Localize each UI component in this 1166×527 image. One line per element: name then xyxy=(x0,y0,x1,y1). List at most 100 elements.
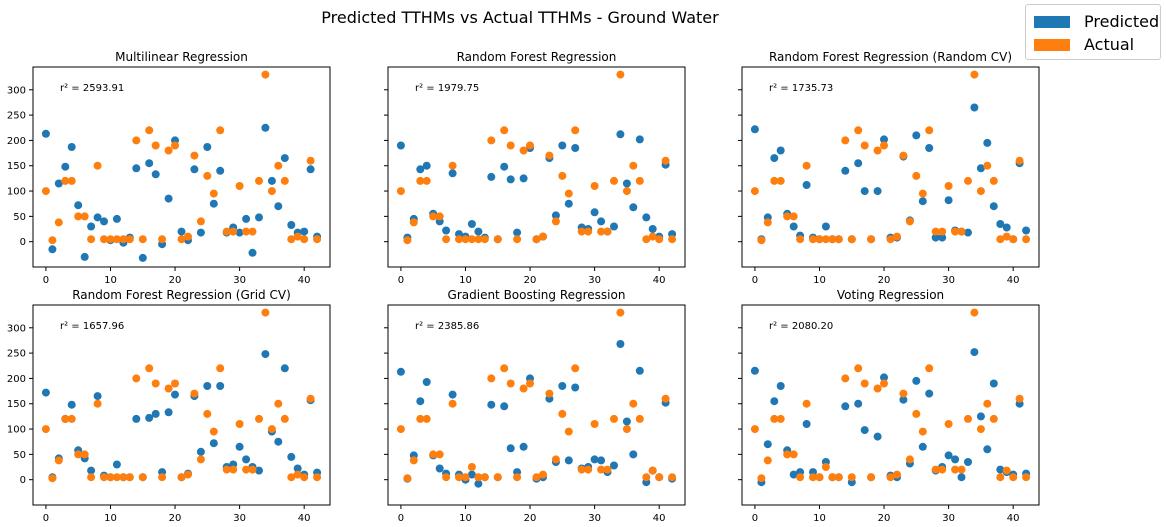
point-predicted xyxy=(622,179,631,188)
point-actual xyxy=(815,473,824,482)
x-tick-label: 30 xyxy=(588,275,601,286)
plot-frame xyxy=(741,304,1040,506)
point-actual xyxy=(480,235,489,244)
point-predicted xyxy=(770,154,779,163)
point-actual xyxy=(783,212,792,221)
point-predicted xyxy=(287,221,296,229)
point-actual xyxy=(67,414,76,423)
point-predicted xyxy=(506,444,515,453)
point-predicted xyxy=(41,388,50,397)
point-actual xyxy=(668,473,677,482)
point-predicted xyxy=(177,227,186,236)
point-actual xyxy=(763,456,772,465)
point-predicted xyxy=(931,233,940,242)
point-actual xyxy=(886,473,895,482)
point-actual xyxy=(867,473,876,482)
point-actual xyxy=(1022,473,1031,482)
point-actual xyxy=(500,126,509,135)
point-actual xyxy=(171,141,179,150)
point-predicted xyxy=(970,348,979,357)
figure-title: Predicted TTHMs vs Actual TTHMs - Ground… xyxy=(321,8,719,27)
point-predicted xyxy=(274,437,283,446)
point-actual xyxy=(750,425,759,434)
point-predicted xyxy=(770,397,779,406)
legend-label-predicted: Predicted xyxy=(1084,12,1160,31)
point-actual xyxy=(235,182,244,190)
point-predicted xyxy=(912,376,921,385)
point-predicted xyxy=(635,366,644,375)
point-actual xyxy=(912,171,921,180)
point-actual xyxy=(242,227,251,236)
point-predicted xyxy=(422,161,431,170)
point-actual xyxy=(119,235,128,244)
point-predicted xyxy=(616,340,625,348)
point-actual xyxy=(255,414,263,423)
point-actual xyxy=(648,466,657,475)
point-actual xyxy=(293,232,302,241)
point-predicted xyxy=(474,479,483,488)
point-predicted xyxy=(925,389,934,398)
subplot-5: 0 10 20 30 40 Gradient Boosting Regression r² … xyxy=(384,288,686,524)
point-predicted xyxy=(750,125,759,134)
point-actual xyxy=(597,227,606,236)
point-actual xyxy=(229,465,238,474)
point-actual xyxy=(435,450,444,459)
point-actual xyxy=(796,235,805,244)
r2-annotation: r² = 1657.96 xyxy=(60,321,124,332)
point-predicted xyxy=(564,456,573,465)
point-predicted xyxy=(112,214,121,223)
point-predicted xyxy=(67,143,76,151)
point-predicted xyxy=(1022,226,1031,235)
y-tick-label: 100 xyxy=(7,425,26,436)
point-actual xyxy=(757,236,766,245)
point-predicted xyxy=(274,202,283,211)
y-tick-label: 0 xyxy=(20,475,26,486)
point-actual xyxy=(750,187,759,196)
point-predicted xyxy=(880,373,888,382)
point-predicted xyxy=(597,217,606,226)
point-actual xyxy=(112,473,121,482)
r2-annotation: r² = 2385.86 xyxy=(415,321,479,332)
point-actual xyxy=(196,217,205,226)
point-actual xyxy=(145,364,154,373)
point-actual xyxy=(54,456,63,465)
point-predicted xyxy=(551,211,560,220)
y-tick-label: 250 xyxy=(7,111,26,122)
point-actual xyxy=(403,474,412,483)
point-predicted xyxy=(267,176,276,185)
point-actual xyxy=(603,465,612,474)
point-actual xyxy=(429,450,438,459)
point-predicted xyxy=(87,466,96,475)
point-predicted xyxy=(132,164,141,173)
point-predicted xyxy=(474,227,483,236)
point-predicted xyxy=(996,465,1005,474)
point-predicted xyxy=(261,350,270,359)
point-actual xyxy=(912,409,921,418)
point-predicted xyxy=(255,466,263,475)
point-actual xyxy=(506,379,515,388)
point-actual xyxy=(789,450,798,459)
point-actual xyxy=(597,465,606,474)
point-predicted xyxy=(138,253,147,262)
point-actual xyxy=(931,465,940,474)
point-predicted xyxy=(100,217,108,226)
point-actual xyxy=(860,141,869,150)
point-actual xyxy=(854,364,863,373)
point-actual xyxy=(925,126,934,135)
y-tick-label: 250 xyxy=(7,349,26,360)
point-actual xyxy=(918,189,927,198)
legend-swatch-predicted xyxy=(1034,15,1070,28)
point-actual xyxy=(539,470,547,479)
point-actual xyxy=(435,212,444,221)
point-actual xyxy=(642,473,651,482)
point-actual xyxy=(854,126,863,135)
point-actual xyxy=(422,176,431,185)
point-actual xyxy=(455,235,463,244)
point-actual xyxy=(776,176,785,185)
point-actual xyxy=(513,473,522,482)
y-tick-label: 50 xyxy=(13,212,26,223)
r2-annotation: r² = 2080.20 xyxy=(769,321,833,332)
point-actual xyxy=(867,235,876,244)
point-actual xyxy=(571,126,580,135)
point-actual xyxy=(61,176,70,185)
